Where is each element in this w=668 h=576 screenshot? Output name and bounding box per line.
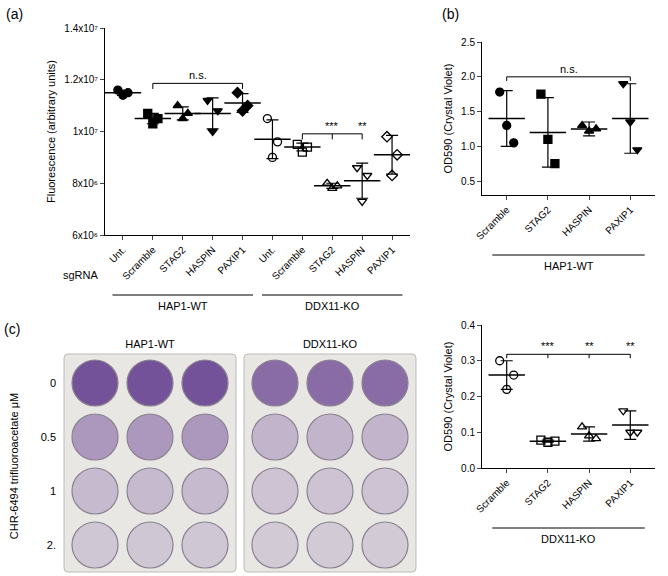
svg-text:2.5: 2.5 (461, 37, 475, 48)
svg-text:HASPIN: HASPIN (183, 244, 217, 278)
svg-text:Scramble: Scramble (474, 204, 512, 242)
svg-text:STAG2: STAG2 (522, 204, 553, 235)
svg-text:HASPIN: HASPIN (560, 477, 594, 511)
svg-text:1.5: 1.5 (461, 106, 475, 117)
svg-text:**: ** (626, 340, 635, 352)
svg-text:Unt.: Unt. (257, 244, 278, 265)
svg-text:8x10⁶: 8x10⁶ (72, 178, 98, 189)
svg-text:STAG2: STAG2 (157, 244, 188, 275)
svg-text:PAXIP1: PAXIP1 (215, 244, 247, 276)
svg-text:0.5: 0.5 (461, 176, 475, 187)
svg-text:OD590 (Crystal Violet): OD590 (Crystal Violet) (442, 342, 454, 452)
svg-text:**: ** (585, 340, 594, 352)
svg-text:OD590 (Crystal Violet): OD590 (Crystal Violet) (442, 64, 454, 174)
svg-text:n.s.: n.s. (560, 63, 578, 75)
svg-text:HASPIN: HASPIN (560, 204, 594, 238)
svg-text:Scramble: Scramble (270, 244, 308, 282)
svg-text:PAXIP1: PAXIP1 (365, 244, 397, 276)
svg-text:HASPIN: HASPIN (333, 244, 367, 278)
svg-text:STAG2: STAG2 (522, 477, 553, 508)
svg-text:DDX11-KO: DDX11-KO (303, 338, 358, 350)
svg-text:0.1: 0.1 (461, 427, 475, 438)
svg-text:sgRNA: sgRNA (63, 269, 99, 281)
svg-text:(a): (a) (6, 6, 23, 22)
svg-text:***: *** (325, 120, 339, 132)
svg-text:(c): (c) (4, 321, 20, 337)
svg-text:CHR-6494 trifluoroacetate μM: CHR-6494 trifluoroacetate μM (8, 393, 20, 539)
svg-text:1.4x10⁷: 1.4x10⁷ (64, 23, 98, 34)
svg-text:***: *** (541, 340, 555, 352)
svg-text:n.s.: n.s. (189, 69, 207, 81)
svg-text:HAP1-WT: HAP1-WT (544, 260, 594, 272)
svg-text:**: ** (358, 120, 367, 132)
svg-text:0.2: 0.2 (461, 391, 475, 402)
svg-text:1: 1 (50, 485, 56, 497)
svg-text:Fluorescence (arbitrary units): Fluorescence (arbitrary units) (45, 60, 57, 203)
svg-text:Scramble: Scramble (120, 244, 158, 282)
svg-text:1x10⁷: 1x10⁷ (73, 126, 99, 137)
svg-text:HAP1-WT: HAP1-WT (158, 300, 208, 312)
svg-text:0.0: 0.0 (461, 463, 475, 474)
svg-text:0: 0 (50, 377, 56, 389)
svg-text:0.5: 0.5 (41, 431, 56, 443)
svg-text:DDX11-KO: DDX11-KO (305, 300, 360, 312)
svg-text:PAXIP1: PAXIP1 (603, 477, 635, 509)
svg-text:6x10⁶: 6x10⁶ (72, 230, 98, 241)
svg-text:PAXIP1: PAXIP1 (603, 204, 635, 236)
svg-text:Scramble: Scramble (474, 477, 512, 515)
svg-text:2.0: 2.0 (461, 71, 475, 82)
svg-text:0.3: 0.3 (461, 355, 475, 366)
svg-text:DDX11-KO: DDX11-KO (541, 533, 596, 545)
svg-text:STAG2: STAG2 (307, 244, 338, 275)
svg-text:1.0: 1.0 (461, 141, 475, 152)
svg-text:2.: 2. (47, 539, 56, 551)
svg-text:1.2x10⁷: 1.2x10⁷ (64, 74, 98, 85)
svg-text:HAP1-WT: HAP1-WT (125, 338, 175, 350)
svg-text:(b): (b) (442, 6, 459, 22)
svg-text:0.4: 0.4 (461, 320, 475, 331)
svg-text:Unt.: Unt. (107, 244, 128, 265)
